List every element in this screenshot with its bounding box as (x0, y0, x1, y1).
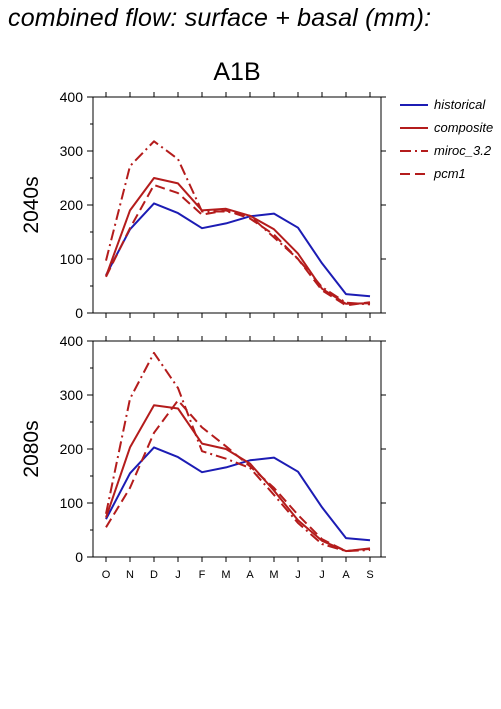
plot-frame (92, 340, 382, 558)
y-tick-label: 0 (75, 305, 83, 321)
panel-2040s: 0 100 200 300 400 2040s (20, 89, 386, 321)
x-tick-label: S (366, 569, 373, 581)
x-tick-label: M (269, 569, 278, 581)
series-line-miroc_3.2 (105, 140, 371, 306)
panel-2080s: 0 100 200 300 400 2080s (20, 333, 386, 565)
x-tick-label: J (319, 569, 325, 581)
legend-label: pcm1 (433, 166, 466, 181)
y-tick-label: 300 (60, 143, 84, 159)
y-tick-label: 400 (60, 89, 84, 105)
series-line-pcm1 (105, 399, 371, 553)
series-line-composite (105, 177, 371, 305)
y-tick-label: 200 (60, 197, 84, 213)
panel-label: 2080s (20, 420, 43, 477)
x-tick-label: J (295, 569, 301, 581)
x-tick-label: A (246, 569, 254, 581)
legend-label: miroc_3.2 (434, 143, 492, 158)
legend: historical composite miroc_3.2 pcm1 (400, 97, 493, 181)
x-tick-label: N (126, 569, 134, 581)
x-tick-label: J (175, 569, 181, 581)
series-line-miroc_3.2 (105, 351, 371, 553)
y-tick-label: 400 (60, 333, 84, 349)
scenario-label: A1B (213, 58, 260, 86)
y-tick-label: 300 (60, 387, 84, 403)
series-line-historical (105, 202, 371, 298)
y-tick-label: 100 (60, 495, 84, 511)
y-tick-label: 100 (60, 251, 84, 267)
legend-label: historical (434, 97, 486, 112)
x-tick-label: F (199, 569, 206, 581)
x-tick-label: M (221, 569, 230, 581)
series-line-pcm1 (105, 184, 371, 307)
series-line-composite (105, 404, 371, 553)
x-tick-label: O (102, 569, 111, 581)
plot-frame (92, 96, 382, 314)
y-tick-label: 200 (60, 441, 84, 457)
x-tick-label: A (342, 569, 350, 581)
page-title: combined flow: surface + basal (mm): (8, 4, 432, 32)
y-tick-label: 0 (75, 549, 83, 565)
series-line-historical (105, 446, 371, 542)
x-tick-label: D (150, 569, 158, 581)
panel-label: 2040s (20, 176, 43, 233)
legend-label: composite (434, 120, 493, 135)
